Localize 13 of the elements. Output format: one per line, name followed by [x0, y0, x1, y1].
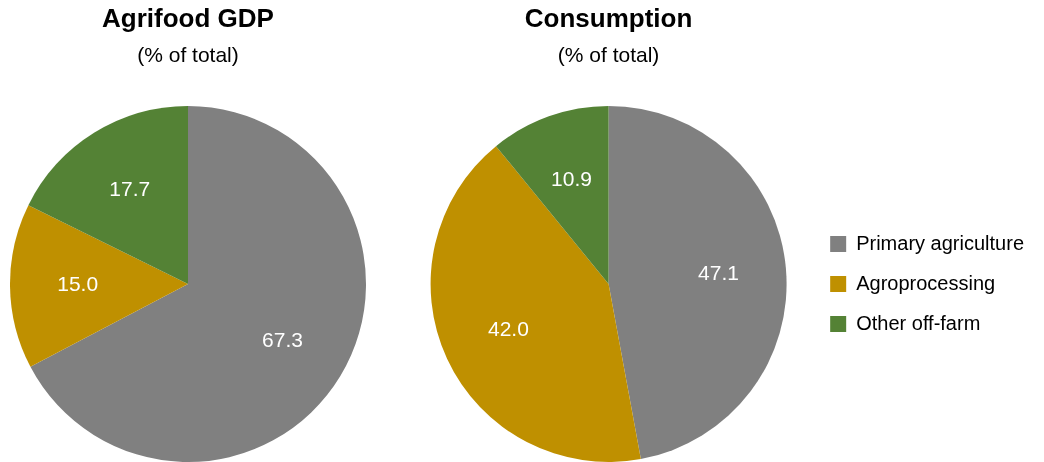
data-label: 15.0 [57, 272, 99, 296]
data-label: 42.0 [488, 317, 529, 341]
legend-label: Agroprocessing [856, 271, 996, 294]
legend-label: Primary agriculture [856, 231, 1025, 254]
chart-subtitle: (% of total) [557, 42, 660, 66]
data-label: 67.3 [262, 327, 303, 351]
data-label: 17.7 [109, 177, 151, 201]
chart-subtitle: (% of total) [137, 42, 239, 66]
legend-label: Other off-farm [856, 311, 981, 334]
chart-title: Agrifood GDP [102, 3, 274, 34]
data-label: 10.9 [551, 166, 592, 190]
data-label: 47.1 [698, 260, 739, 284]
chart-title: Consumption [524, 3, 693, 34]
